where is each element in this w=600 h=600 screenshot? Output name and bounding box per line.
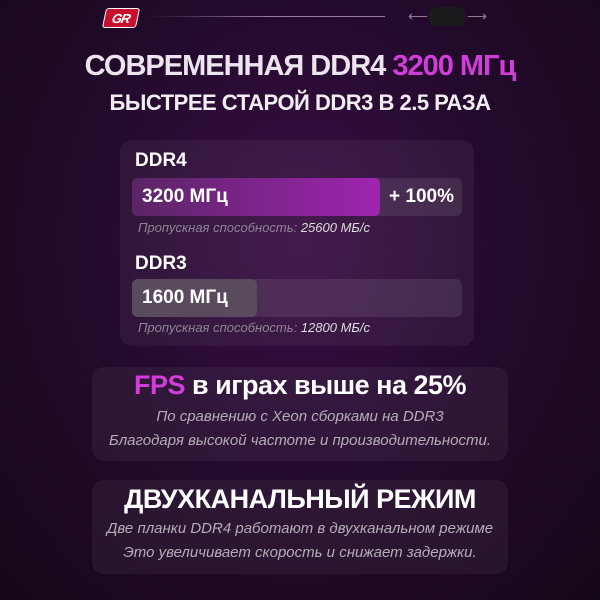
headline-line2: БЫСТРЕЕ СТАРОЙ DDR3 В 2.5 РАЗА xyxy=(109,90,491,115)
ddr4-gain: + 100% xyxy=(389,186,454,207)
fps-line1: По сравнению с Xeon сборками на DDR3 xyxy=(156,408,444,425)
ddr4-caption: Пропускная способность: 25600 МБ/с xyxy=(138,220,370,235)
dual-title: ДВУХКАНАЛЬНЫЙ РЕЖИМ xyxy=(124,484,476,514)
ddr4-bar: 3200 МГц + 100% xyxy=(132,178,462,216)
ddr3-bar-fill: 1600 МГц xyxy=(132,279,258,317)
dual-channel-card xyxy=(92,480,508,574)
ddr4-label: DDR4 xyxy=(135,150,187,171)
ddr3-caption: Пропускная способность: 12800 МБ/с xyxy=(138,320,370,335)
dual-line2: Это увеличивает скорость и снижает задер… xyxy=(123,544,477,561)
arrow-left-icon[interactable]: ⟵ xyxy=(408,8,429,24)
divider-line xyxy=(150,16,385,17)
slider-pill[interactable] xyxy=(428,7,466,26)
headline-line1: СОВРЕМЕННАЯ DDR4 3200 МГц xyxy=(84,50,517,82)
arrow-right-icon[interactable]: ⟶ xyxy=(467,8,488,24)
ddr4-bar-fill: 3200 МГц xyxy=(132,178,380,216)
brand-logo: GR xyxy=(101,8,141,28)
fps-line2: Благодаря высокой частоте и производител… xyxy=(108,432,492,449)
fps-title: FPS в играх выше на 25% xyxy=(133,370,467,400)
ddr3-label: DDR3 xyxy=(135,253,187,274)
fps-card xyxy=(92,367,508,461)
ddr3-bar: 1600 МГц xyxy=(132,279,462,317)
dual-line1: Две планки DDR4 работают в двухканальном… xyxy=(106,520,494,537)
